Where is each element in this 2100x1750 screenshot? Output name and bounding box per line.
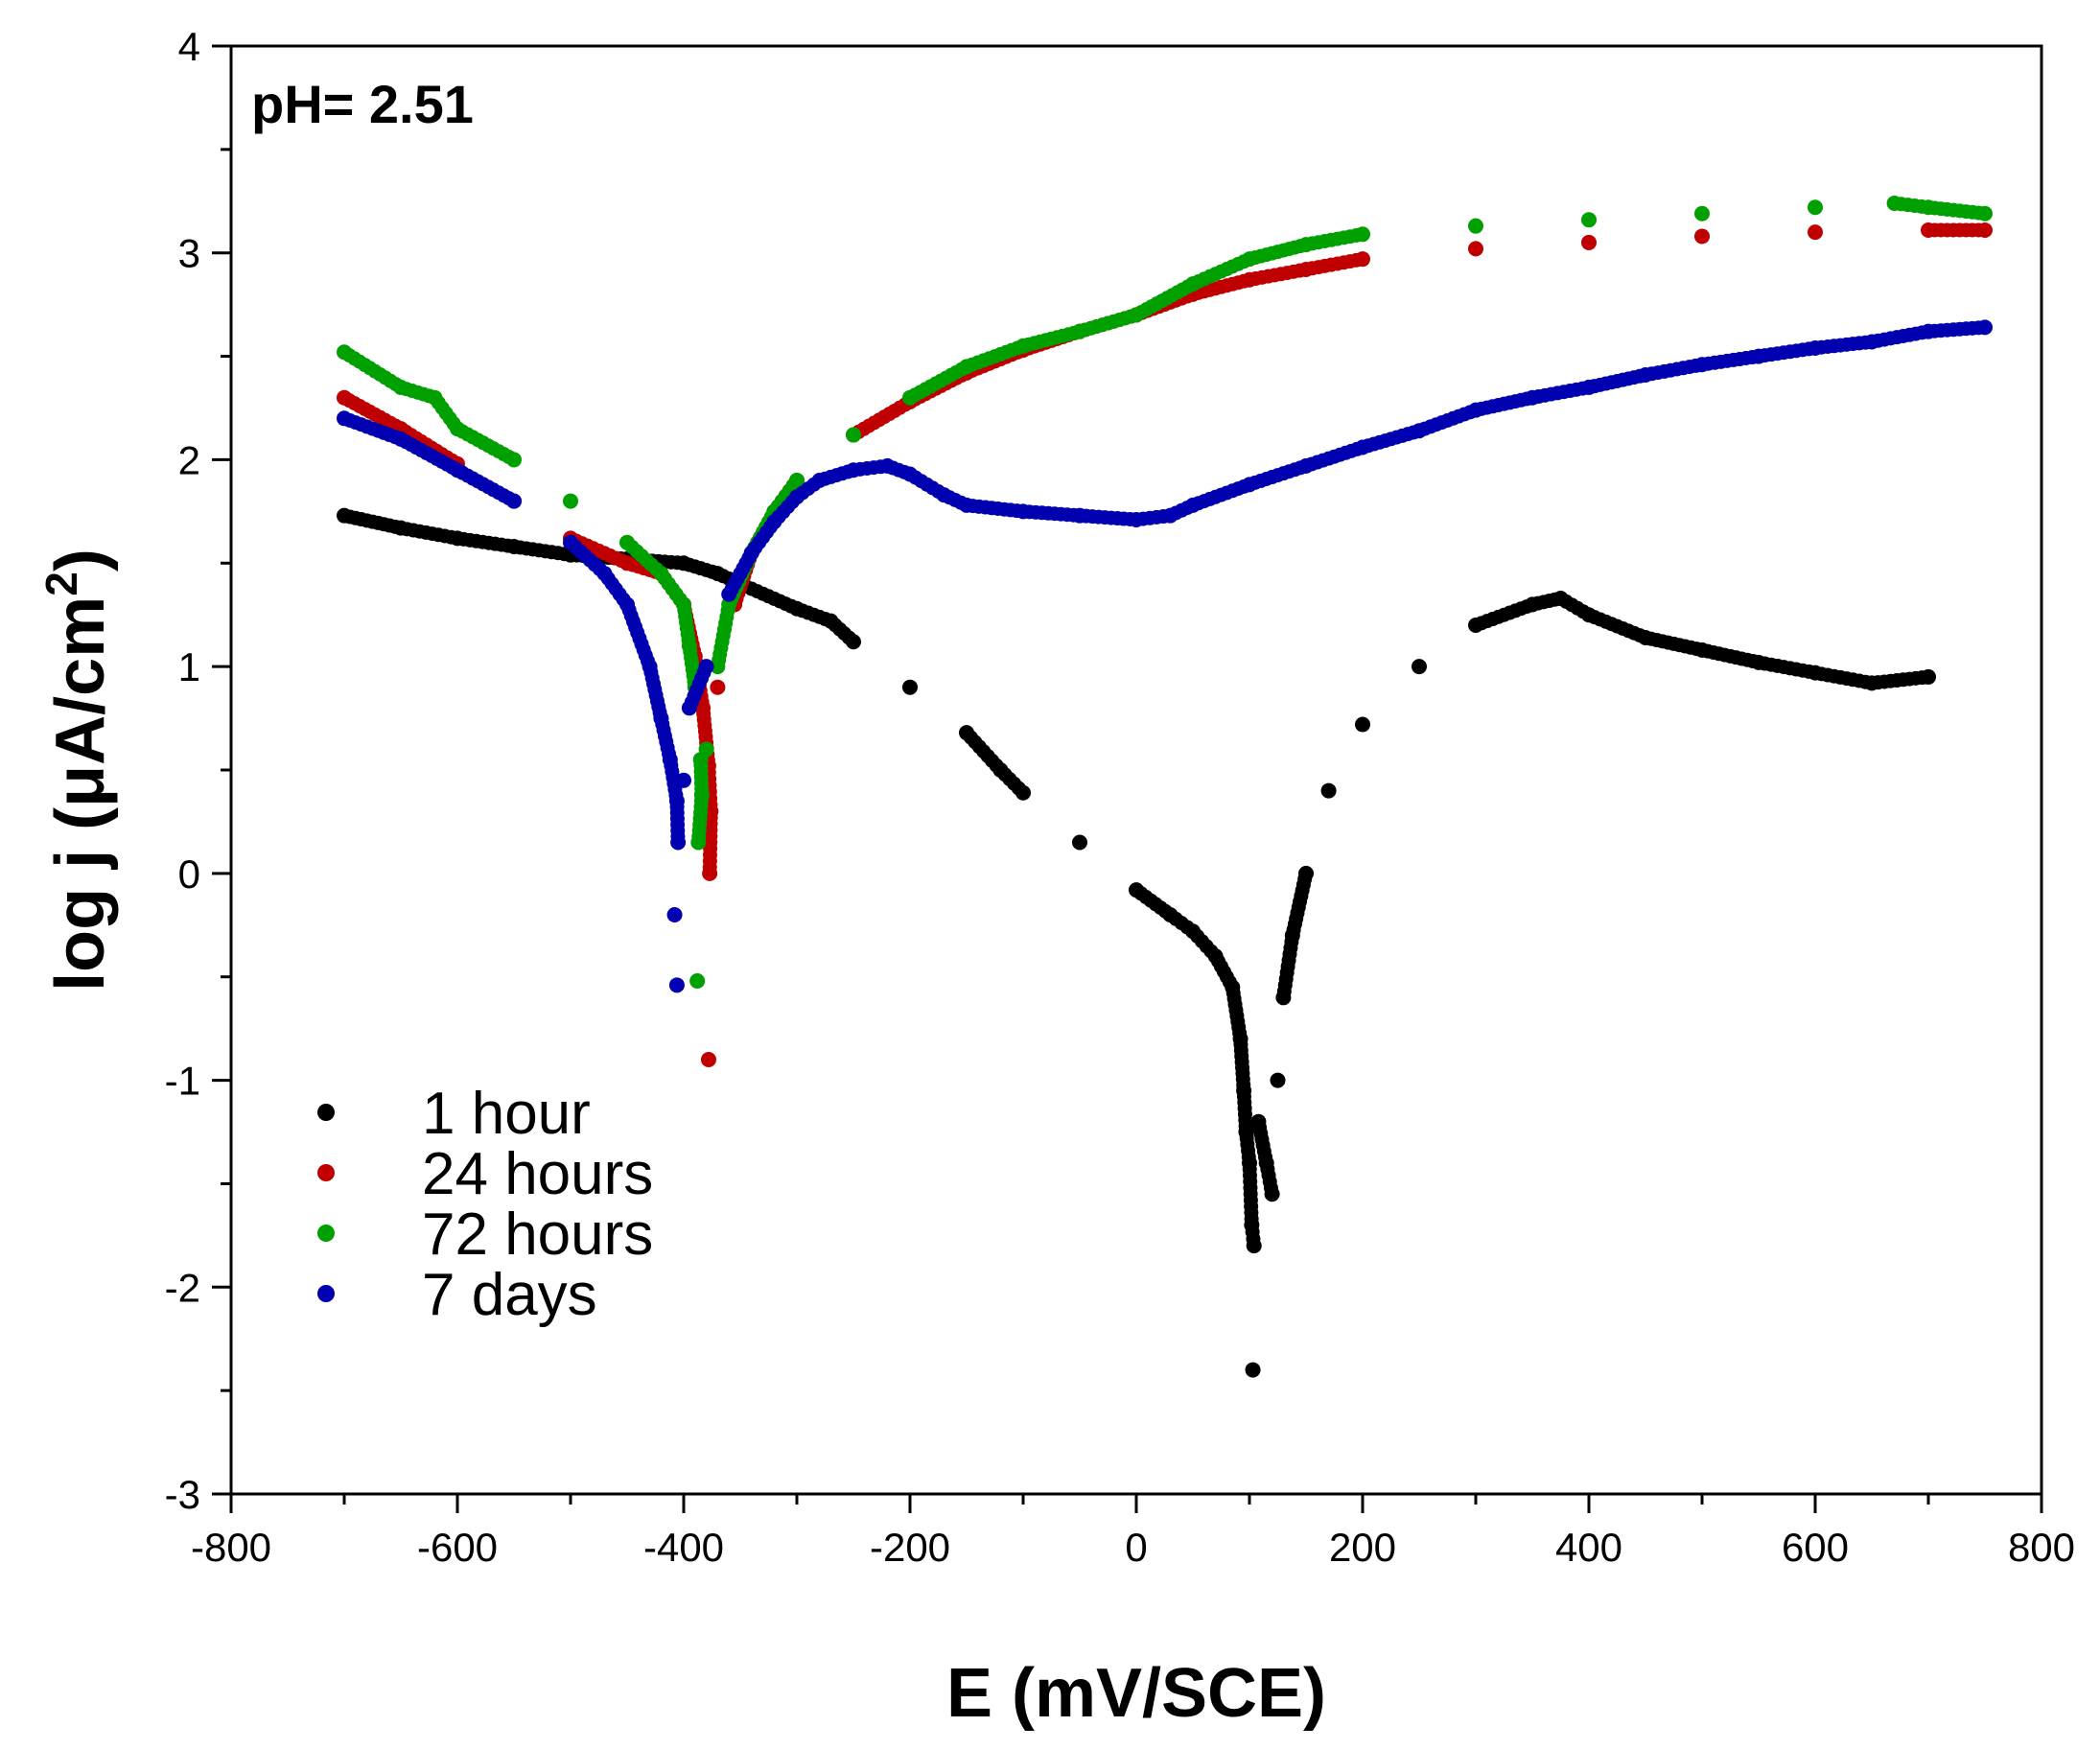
data-point	[698, 659, 714, 675]
legend-marker	[317, 1104, 335, 1121]
series-1-hour	[337, 507, 1936, 1378]
data-point	[1264, 1186, 1280, 1202]
data-point	[1581, 234, 1597, 250]
data-point	[1694, 205, 1710, 222]
legend-label: 24 hours	[422, 1141, 653, 1207]
y-axis-title-sup: 2	[36, 572, 86, 596]
data-point	[1412, 659, 1427, 675]
x-tick-label: 0	[1125, 1525, 1147, 1570]
legend-marker	[317, 1164, 335, 1181]
data-point	[1246, 1238, 1262, 1254]
data-point	[1072, 834, 1087, 851]
x-axis-title: E (mV/SCE)	[946, 1655, 1326, 1732]
data-point	[698, 741, 714, 758]
x-tick-label: -200	[870, 1525, 950, 1570]
y-axis-title-main: log j (μA/cm	[42, 596, 119, 992]
x-tick-label: 200	[1329, 1525, 1396, 1570]
data-point	[1320, 782, 1337, 799]
data-point	[506, 493, 522, 509]
data-point	[668, 977, 685, 993]
data-point	[1468, 241, 1483, 257]
series-72-hours	[337, 195, 1993, 990]
data-point	[1298, 865, 1314, 881]
data-point	[1977, 319, 1993, 336]
data-point	[1015, 784, 1031, 801]
y-tick-label: 1	[178, 644, 200, 689]
data-point	[1355, 716, 1370, 733]
legend-marker	[317, 1285, 335, 1302]
x-tick-label: -800	[191, 1525, 271, 1570]
data-point	[1245, 1362, 1261, 1378]
data-point	[710, 679, 726, 695]
data-point	[1270, 1072, 1286, 1088]
x-axis-ticks: -800 -600 -400 -200 0 200 400 600 800	[191, 1494, 2075, 1570]
data-series	[337, 195, 1993, 1378]
x-tick-label: 400	[1555, 1525, 1622, 1570]
legend-label: 1 hour	[422, 1081, 591, 1147]
data-point	[1977, 222, 1993, 238]
y-tick-label: 2	[178, 437, 200, 482]
data-point	[506, 452, 522, 468]
x-tick-label: 800	[2008, 1525, 2075, 1570]
data-point	[1977, 205, 1993, 222]
data-point	[1468, 218, 1483, 234]
y-tick-label: -2	[165, 1265, 200, 1310]
y-tick-label: -3	[165, 1472, 200, 1517]
y-tick-label: 0	[178, 852, 200, 897]
y-axis-title-close: )	[42, 548, 119, 572]
x-tick-label: 600	[1782, 1525, 1849, 1570]
legend-label: 72 hours	[422, 1202, 653, 1268]
x-tick-label: -600	[417, 1525, 498, 1570]
y-axis-title: log j (μA/cm2)	[36, 548, 119, 992]
data-point	[1355, 251, 1370, 268]
data-point	[690, 834, 707, 851]
data-point	[1808, 224, 1823, 241]
data-point	[1355, 226, 1370, 243]
data-point	[789, 473, 805, 488]
data-point	[1581, 212, 1597, 228]
data-point	[666, 907, 683, 922]
y-tick-label: 3	[178, 231, 200, 276]
ph-annotation: pH= 2.51	[251, 74, 474, 134]
legend-label: 7 days	[422, 1262, 597, 1328]
series-24-hours	[337, 222, 1993, 1067]
data-point	[1694, 228, 1710, 245]
legend-marker	[317, 1225, 335, 1242]
data-point	[670, 834, 687, 851]
data-point	[689, 973, 706, 990]
data-point	[902, 679, 918, 695]
y-tick-label: -1	[165, 1059, 200, 1104]
data-point	[563, 493, 578, 509]
data-point	[846, 427, 861, 443]
data-point	[1921, 668, 1936, 685]
data-point	[702, 865, 718, 881]
data-point	[846, 634, 861, 650]
data-point	[700, 1052, 716, 1067]
y-tick-label: 4	[178, 24, 200, 69]
y-axis-ticks: -3 -2 -1 0 1 2 3 4	[165, 24, 231, 1517]
data-point	[676, 772, 691, 788]
x-tick-label: -400	[643, 1525, 724, 1570]
data-point	[1808, 199, 1823, 216]
series-7-days	[337, 319, 1993, 993]
